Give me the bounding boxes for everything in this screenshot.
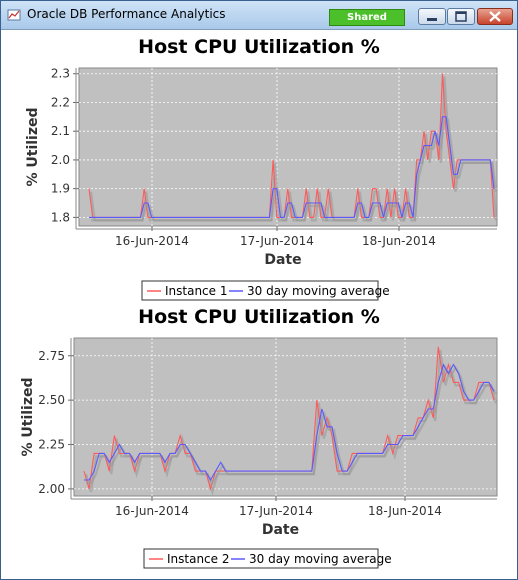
y-tick-label: 2.2	[51, 95, 70, 109]
x-axis-label: Date	[262, 522, 299, 538]
chart-instance-1: Host CPU Utilization % 1.8 1.9 2.0 2.1 2.2 2.3…	[25, 36, 498, 301]
legend: Instance 2 30 day moving average	[143, 548, 392, 569]
legend-entry: 30 day moving average	[249, 552, 392, 566]
series-shadow	[91, 118, 498, 222]
x-tick-label: 17-Jun-2014	[240, 234, 314, 248]
chart-title: Host CPU Utilization %	[138, 36, 380, 58]
y-axis-label: % Utilized	[25, 107, 41, 186]
minimize-button[interactable]	[418, 8, 446, 25]
charts-panel: Host CPU Utilization % 1.8 1.9 2.0 2.1 2.2 2.3…	[9, 31, 509, 576]
y-tick-label: 2.25	[38, 438, 65, 452]
x-tick-label: 18-Jun-2014	[362, 234, 436, 248]
x-axis-label: Date	[264, 252, 301, 268]
y-tick-label: 1.8	[51, 210, 70, 224]
close-icon	[489, 11, 501, 22]
legend-entry: 30 day moving average	[247, 284, 390, 298]
charts-canvas: Host CPU Utilization % 1.8 1.9 2.0 2.1 2.2 2.3…	[20, 36, 498, 569]
y-tick-label: 2.0	[51, 153, 70, 167]
y-axis-label: % Utilized	[20, 377, 36, 456]
legend-box	[143, 548, 379, 569]
series-line-moving-average	[89, 116, 495, 218]
close-button[interactable]	[477, 8, 513, 25]
chart-title: Host CPU Utilization %	[138, 306, 380, 328]
legend-box	[141, 280, 379, 301]
maximize-icon	[455, 11, 467, 22]
series-line-moving-average	[84, 363, 495, 482]
y-tick-label: 2.3	[51, 67, 70, 81]
legend-entry: Instance 1	[165, 284, 228, 298]
maximize-button[interactable]	[447, 8, 475, 25]
y-tick-label: 2.75	[38, 349, 65, 363]
minimize-icon	[427, 18, 437, 21]
title-bar[interactable]: Oracle DB Performance Analytics Shared	[1, 1, 517, 30]
legend-entry: Instance 2	[167, 552, 230, 566]
x-tick-label: 18-Jun-2014	[368, 504, 442, 518]
shared-badge: Shared	[329, 9, 405, 26]
y-tick-label: 2.00	[38, 482, 65, 496]
y-tick-label: 2.1	[51, 124, 70, 138]
legend: Instance 1 30 day moving average	[141, 280, 390, 301]
window-title: Oracle DB Performance Analytics	[27, 7, 226, 21]
x-tick-label: 17-Jun-2014	[239, 504, 313, 518]
app-icon	[7, 9, 21, 21]
chart-instance-2: Host CPU Utilization % 2.00 2.25 2.50 2.75 16…	[20, 306, 498, 569]
x-tick-label: 16-Jun-2014	[115, 234, 189, 248]
series-shadow	[86, 364, 497, 486]
x-tick-label: 16-Jun-2014	[115, 504, 189, 518]
y-tick-label: 1.9	[51, 182, 70, 196]
y-tick-label: 2.50	[38, 393, 65, 407]
